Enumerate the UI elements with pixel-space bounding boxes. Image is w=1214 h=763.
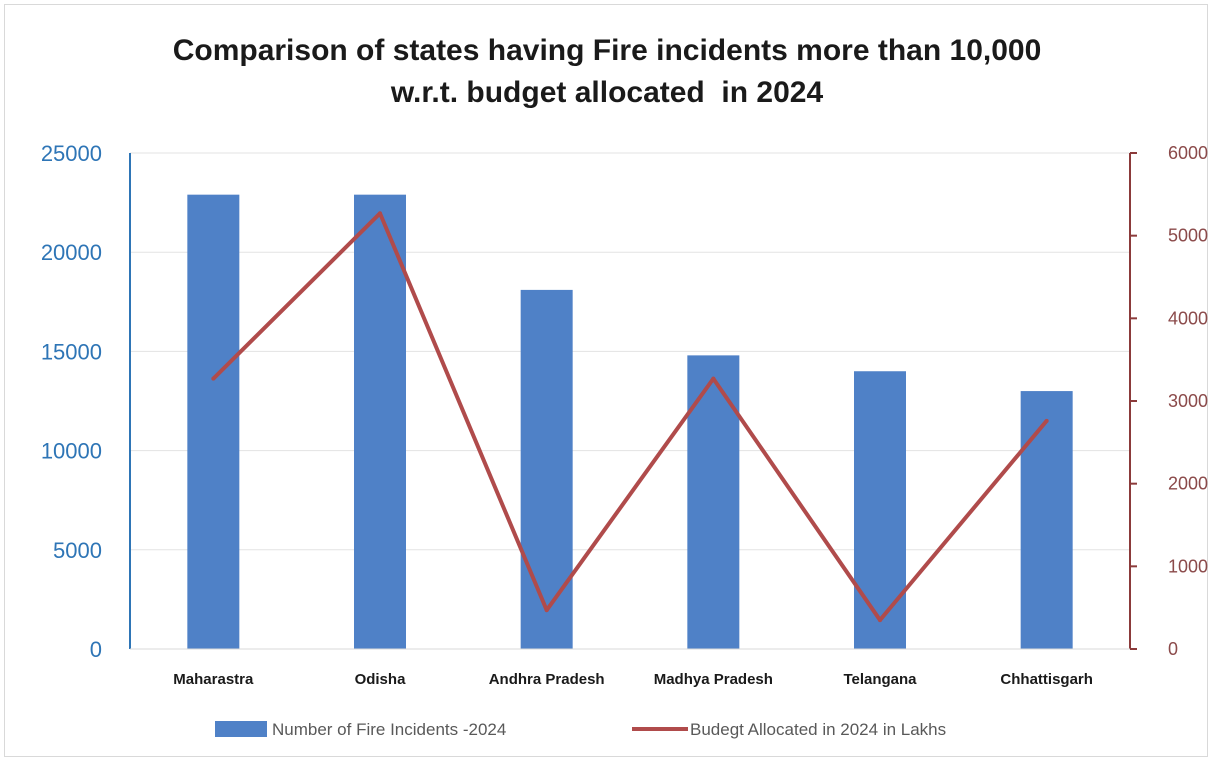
category-label: Odisha <box>355 671 407 688</box>
right-tick-label: 0 <box>1168 639 1178 659</box>
gridlines <box>130 152 1130 551</box>
legend-bar-swatch <box>215 721 267 737</box>
left-tick-label: 20000 <box>41 240 102 265</box>
line-point <box>378 211 382 216</box>
right-tick-label: 6000 <box>1168 143 1208 163</box>
left-tick-label: 10000 <box>41 439 102 464</box>
category-label: Telangana <box>843 671 917 688</box>
line-series <box>211 211 1049 623</box>
right-tick-label: 2000 <box>1168 474 1208 494</box>
category-label: Andhra Pradesh <box>489 671 605 688</box>
bar <box>1020 391 1073 649</box>
line-point <box>878 618 882 623</box>
bar <box>854 371 906 649</box>
category-label: Madhya Pradesh <box>654 671 773 688</box>
axes <box>129 152 1137 650</box>
chart-title-line-1: Comparison of states having Fire inciden… <box>172 34 1042 67</box>
line-point <box>544 608 549 613</box>
legend: Number of Fire Incidents -2024 Budegt All… <box>215 720 946 739</box>
chart-title-line-2: w.r.t. budget allocated in 2024 <box>390 76 824 109</box>
bar <box>520 289 573 649</box>
left-tick-label: 5000 <box>53 538 102 563</box>
chart-title: Comparison of states having Fire inciden… <box>0 30 1214 114</box>
line-point <box>711 376 716 381</box>
bar-series <box>187 194 1073 649</box>
budget-line <box>211 211 1049 623</box>
bar <box>354 194 406 649</box>
right-tick-label: 4000 <box>1168 308 1208 328</box>
legend-bar-label: Number of Fire Incidents -2024 <box>272 720 506 739</box>
left-tick-label: 15000 <box>41 339 102 364</box>
line-point <box>1044 418 1049 423</box>
left-tick-label: 0 <box>90 637 102 662</box>
left-tick-label: 25000 <box>41 141 102 166</box>
bar <box>187 194 240 649</box>
category-label: Chhattisgarh <box>1000 671 1093 688</box>
right-tick-label: 1000 <box>1168 556 1208 576</box>
bar <box>687 355 740 649</box>
right-tick-label: 3000 <box>1168 391 1208 411</box>
right-tick-label: 5000 <box>1168 226 1208 246</box>
line-point <box>211 376 216 381</box>
tick-labels: 0 5000 10000 15000 20000 25000 0 1000 2000 3000 40… <box>41 141 1208 688</box>
category-label: Maharastra <box>173 671 254 688</box>
legend-line-label: Budegt Allocated in 2024 in Lakhs <box>690 720 946 739</box>
